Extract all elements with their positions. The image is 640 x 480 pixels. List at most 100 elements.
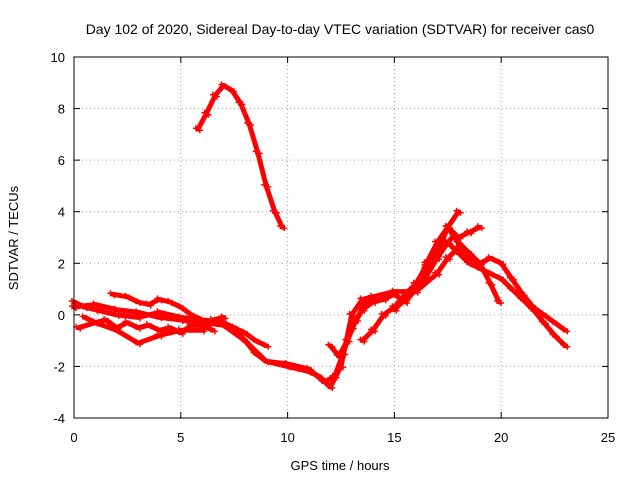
series-trace: [391, 209, 461, 313]
data-point: [286, 364, 293, 371]
data-point: [542, 320, 549, 327]
data-point: [186, 321, 193, 328]
y-tick-label: 0: [58, 308, 65, 323]
x-tick-label: 25: [601, 430, 615, 445]
data-point: [233, 325, 240, 332]
data-point: [77, 325, 84, 332]
data-point: [478, 225, 485, 232]
x-tick-label: 0: [70, 430, 77, 445]
data-point: [190, 312, 197, 319]
data-point: [158, 315, 165, 322]
data-point: [201, 318, 208, 325]
data-point: [538, 310, 545, 317]
data-point: [506, 285, 513, 292]
data-point: [485, 254, 492, 261]
data-point: [90, 300, 97, 307]
plot-frame: [73, 56, 609, 419]
data-point: [378, 310, 385, 317]
data-point: [357, 295, 364, 302]
data-point: [453, 233, 460, 240]
data-point: [457, 235, 464, 242]
series-arc-8: [325, 295, 379, 361]
data-point: [382, 297, 389, 304]
data-point: [273, 209, 280, 216]
data-point: [115, 307, 122, 314]
data-point: [496, 274, 503, 281]
y-tick-label: 2: [58, 256, 65, 271]
data-point: [248, 122, 255, 129]
data-point: [192, 125, 199, 132]
data-point: [436, 271, 443, 278]
data-point: [538, 318, 545, 325]
data-point: [560, 326, 567, 333]
data-point: [165, 323, 172, 330]
data-point: [404, 297, 411, 304]
data-point: [179, 305, 186, 312]
data-point: [252, 148, 259, 155]
data-point: [521, 297, 528, 304]
data-point: [468, 230, 475, 237]
data-point: [354, 318, 361, 325]
axis-ticks: 0 5 10 15 20 25 -4 -2 0 2 4 6 8 10: [51, 50, 616, 445]
data-point: [265, 359, 272, 366]
data-point: [265, 343, 272, 350]
data-point: [489, 281, 496, 288]
series-arc-11: [389, 207, 464, 314]
data-point: [107, 290, 114, 297]
data-point: [510, 276, 517, 283]
data-point: [213, 93, 220, 100]
data-point: [205, 111, 212, 118]
data-point: [346, 310, 353, 317]
data-point: [453, 207, 460, 214]
grid: [74, 57, 608, 418]
data-point: [421, 261, 428, 268]
data-point: [137, 341, 144, 348]
data-point: [564, 328, 571, 335]
y-tick-label: 4: [58, 205, 65, 220]
data-point: [457, 250, 464, 257]
data-point: [231, 88, 238, 95]
data-point: [175, 303, 182, 310]
data-point: [169, 325, 176, 332]
data-point: [244, 120, 251, 127]
data-point: [201, 109, 208, 116]
data-point: [201, 328, 208, 335]
data-point: [500, 261, 507, 268]
data-point: [446, 240, 453, 247]
data-point: [307, 369, 314, 376]
data-point: [137, 299, 144, 306]
x-axis-label: GPS time / hours: [291, 458, 390, 473]
data-point: [158, 328, 165, 335]
data-point: [158, 297, 165, 304]
data-point: [363, 302, 370, 309]
x-tick-label: 5: [177, 430, 184, 445]
data-point: [175, 328, 182, 335]
data-point: [229, 323, 236, 330]
data-point: [357, 336, 364, 343]
data-point: [101, 316, 108, 323]
x-tick-label: 15: [387, 430, 401, 445]
data-point: [218, 313, 225, 320]
data-point: [329, 343, 336, 350]
data-point: [133, 297, 140, 304]
series-trace: [75, 314, 226, 346]
data-point: [333, 352, 340, 359]
data-point: [111, 305, 118, 312]
data-point: [329, 385, 336, 392]
series-arc-1: [192, 81, 288, 232]
data-point: [137, 325, 144, 332]
data-point: [340, 364, 346, 371]
data-point: [265, 183, 272, 190]
series-arc-6: [79, 313, 218, 337]
data-point: [154, 326, 161, 333]
data-point: [154, 331, 161, 338]
data-point: [400, 290, 407, 297]
data-point: [368, 295, 375, 302]
data-point: [414, 281, 421, 288]
data-point: [400, 295, 407, 302]
data-point: [90, 318, 97, 325]
y-tick-label: -4: [53, 411, 65, 426]
data-point: [303, 367, 310, 374]
data-point: [126, 320, 133, 327]
data-point: [261, 357, 268, 364]
